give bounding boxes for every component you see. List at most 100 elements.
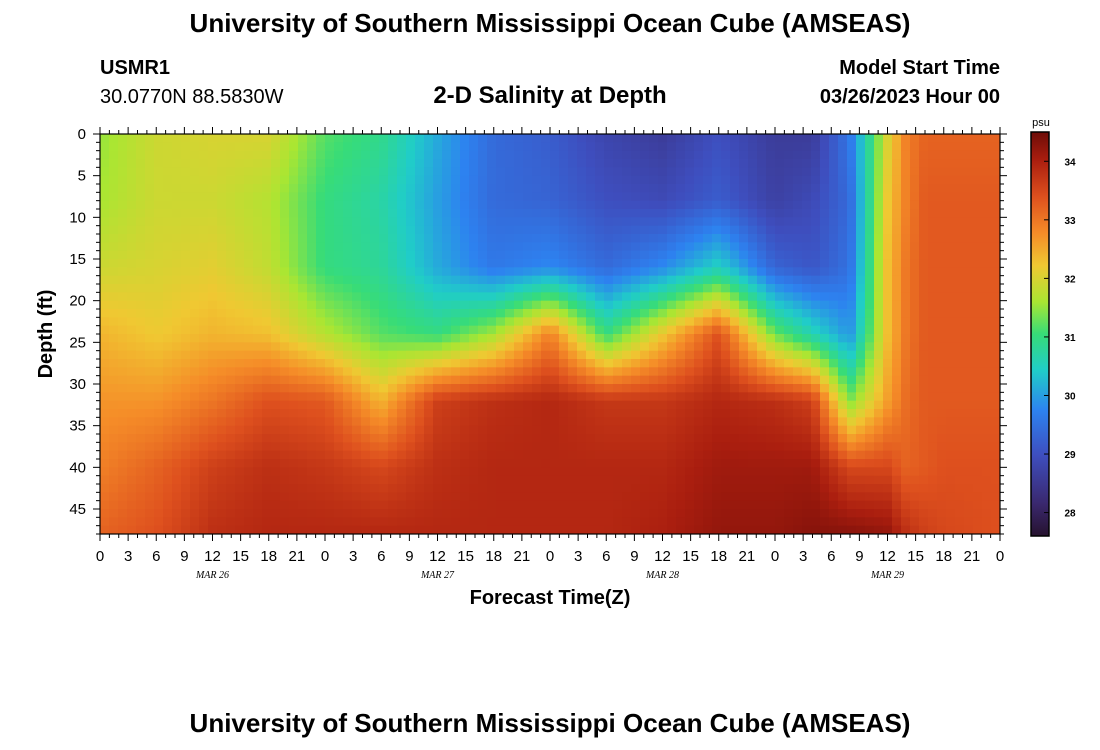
heatmap-cell — [298, 425, 308, 435]
heatmap-cell — [100, 392, 110, 402]
heatmap-cell — [973, 334, 983, 343]
heatmap-cell — [847, 284, 857, 293]
heatmap-cell — [937, 467, 947, 477]
heatmap-cell — [217, 434, 227, 443]
heatmap-cell — [748, 442, 758, 452]
heatmap-cell — [352, 342, 362, 352]
heatmap-cell — [208, 192, 218, 202]
heatmap-cell — [820, 442, 830, 452]
heatmap-cell — [532, 267, 542, 277]
heatmap-cell — [136, 442, 146, 452]
heatmap-cell — [622, 184, 632, 193]
heatmap-cell — [640, 517, 650, 527]
heatmap-cell — [829, 467, 839, 477]
heatmap-cell — [964, 234, 974, 243]
heatmap-cell — [478, 200, 488, 210]
heatmap-cell — [847, 209, 857, 218]
heatmap-cell — [523, 150, 533, 160]
heatmap-cell — [325, 409, 335, 418]
heatmap-cell — [433, 167, 443, 177]
heatmap-cell — [955, 450, 965, 460]
heatmap-cell — [190, 259, 200, 268]
heatmap-cell — [874, 434, 884, 443]
heatmap-cell — [235, 159, 245, 168]
heatmap-cell — [433, 325, 443, 335]
heatmap-cell — [703, 309, 713, 318]
heatmap-cell — [730, 242, 740, 252]
heatmap-cell — [820, 200, 830, 210]
heatmap-cell — [955, 309, 965, 318]
heatmap-cell — [721, 392, 731, 402]
heatmap-cell — [181, 142, 191, 152]
heatmap-cell — [307, 434, 317, 443]
heatmap-cell — [460, 509, 470, 518]
heatmap-cell — [172, 275, 182, 285]
heatmap-cell — [766, 150, 776, 160]
heatmap-cell — [757, 267, 767, 277]
heatmap-cell — [487, 375, 497, 385]
heatmap-cell — [559, 209, 569, 218]
heatmap-cell — [865, 184, 875, 193]
heatmap-cell — [658, 250, 668, 260]
heatmap-cell — [316, 425, 326, 435]
heatmap-cell — [667, 442, 677, 452]
heatmap-cell — [730, 250, 740, 260]
heatmap-cell — [730, 417, 740, 427]
heatmap-cell — [352, 475, 362, 485]
heatmap-cell — [919, 384, 929, 393]
heatmap-cell — [739, 234, 749, 243]
heatmap-cell — [694, 434, 704, 443]
heatmap-cell — [190, 525, 200, 534]
heatmap-cell — [847, 392, 857, 402]
heatmap-cell — [640, 459, 650, 468]
heatmap-cell — [901, 134, 911, 143]
heatmap-cell — [208, 334, 218, 343]
heatmap-cell — [973, 284, 983, 293]
heatmap-cell — [829, 217, 839, 227]
heatmap-cell — [181, 392, 191, 402]
heatmap-cell — [388, 267, 398, 277]
heatmap-cell — [910, 342, 920, 352]
heatmap-cell — [127, 250, 137, 260]
heatmap-cell — [712, 509, 722, 518]
heatmap-cell — [451, 384, 461, 393]
heatmap-cell — [271, 325, 281, 335]
heatmap-cell — [244, 317, 254, 327]
heatmap-cell — [487, 250, 497, 260]
heatmap-cell — [766, 500, 776, 510]
heatmap-cell — [793, 509, 803, 518]
heatmap-cell — [928, 284, 938, 293]
heatmap-cell — [226, 334, 236, 343]
heatmap-cell — [172, 517, 182, 527]
heatmap-cell — [730, 434, 740, 443]
heatmap-cell — [136, 417, 146, 427]
heatmap-cell — [163, 392, 173, 402]
heatmap-cell — [415, 167, 425, 177]
heatmap-cell — [280, 484, 290, 493]
heatmap-cell — [847, 192, 857, 202]
heatmap-cell — [568, 500, 578, 510]
heatmap-cell — [982, 317, 992, 327]
heatmap-cell — [595, 350, 605, 360]
heatmap-cell — [172, 400, 182, 410]
heatmap-cell — [370, 342, 380, 352]
heatmap-cell — [235, 209, 245, 218]
heatmap-cell — [766, 134, 776, 143]
heatmap-cell — [352, 275, 362, 285]
heatmap-cell — [370, 192, 380, 202]
heatmap-cell — [217, 525, 227, 534]
heatmap-cell — [514, 367, 524, 377]
heatmap-cell — [874, 217, 884, 227]
heatmap-cell — [640, 184, 650, 193]
heatmap-cell — [370, 409, 380, 418]
heatmap-cell — [298, 200, 308, 210]
heatmap-cell — [532, 384, 542, 393]
heatmap-cell — [109, 250, 119, 260]
heatmap-cell — [577, 500, 587, 510]
heatmap-cell — [172, 150, 182, 160]
heatmap-cell — [397, 425, 407, 435]
heatmap-cell — [550, 384, 560, 393]
heatmap-cell — [577, 150, 587, 160]
heatmap-cell — [856, 450, 866, 460]
heatmap-cell — [640, 234, 650, 243]
